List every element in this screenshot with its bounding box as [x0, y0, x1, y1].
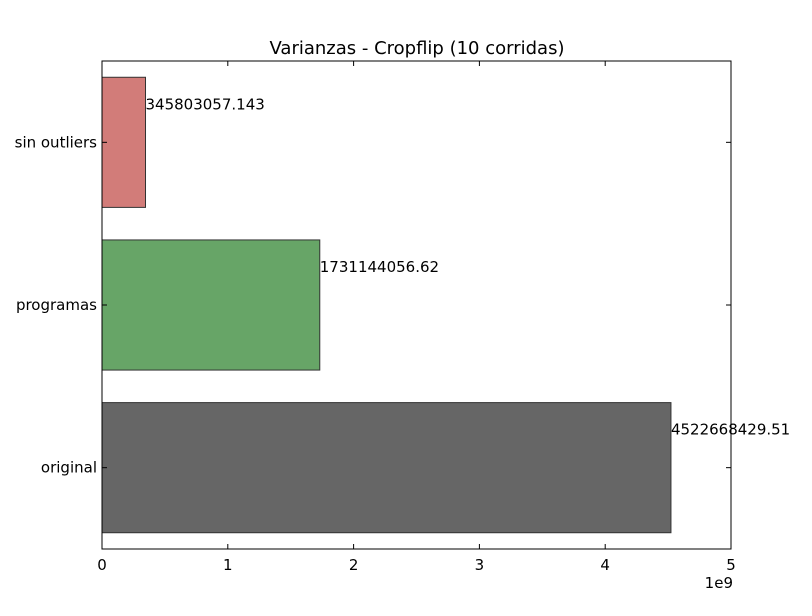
y-tick-label: programas [16, 296, 97, 314]
bar-original [101, 402, 672, 534]
chart-title: Varianzas - Cropflip (10 corridas) [270, 38, 565, 59]
value-label: 1731144056.62 [320, 258, 439, 276]
bar-sin-outliers [101, 76, 147, 208]
bar-programas [101, 239, 321, 371]
x-tick-label: 3 [475, 556, 485, 574]
x-ticks-layer: 0 1 2 3 4 5 [97, 61, 736, 574]
x-tick-label: 1 [223, 556, 233, 574]
x-axis-offset-label: 1e9 [705, 574, 733, 592]
bars-layer [101, 76, 672, 534]
x-tick-label: 5 [726, 556, 736, 574]
x-tick-label: 0 [97, 556, 107, 574]
x-tick-label: 4 [600, 556, 610, 574]
x-tick-label: 2 [349, 556, 359, 574]
value-label: 345803057.143 [146, 95, 265, 113]
y-tick-label: sin outliers [15, 133, 98, 151]
y-tick-label: original [41, 459, 97, 477]
y-ticks-layer: original programas sin outliers [15, 133, 731, 477]
